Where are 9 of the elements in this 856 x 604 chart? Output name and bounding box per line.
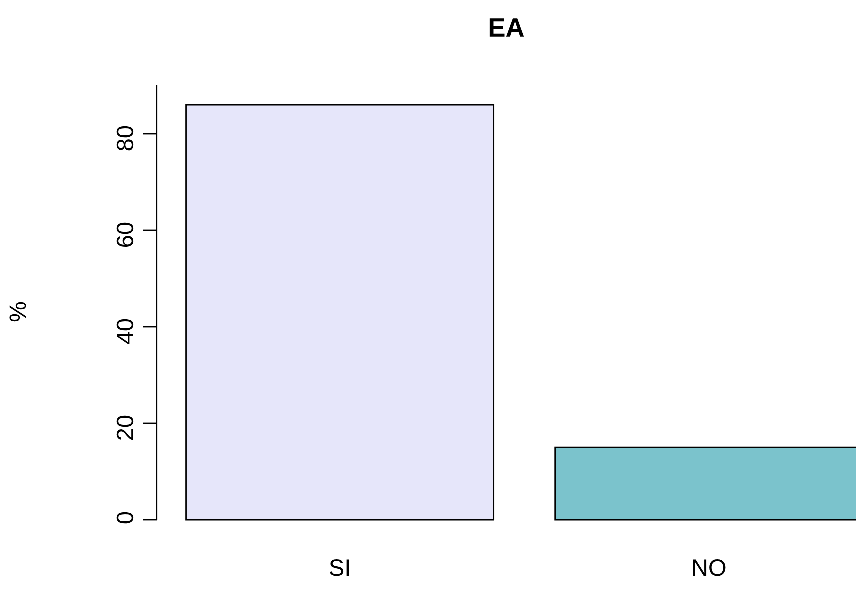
x-tick-label: SI — [330, 560, 350, 576]
y-tick-label: 80 — [116, 126, 134, 151]
x-tick-label: NO — [693, 560, 726, 576]
y-tick-label: 20 — [116, 416, 134, 440]
y-tick-label: 40 — [116, 319, 134, 344]
y-tick-label: 0 — [116, 512, 134, 524]
y-axis-title: % — [10, 302, 26, 322]
y-tick-label: 60 — [116, 222, 134, 248]
chart-title: EA — [490, 18, 524, 37]
